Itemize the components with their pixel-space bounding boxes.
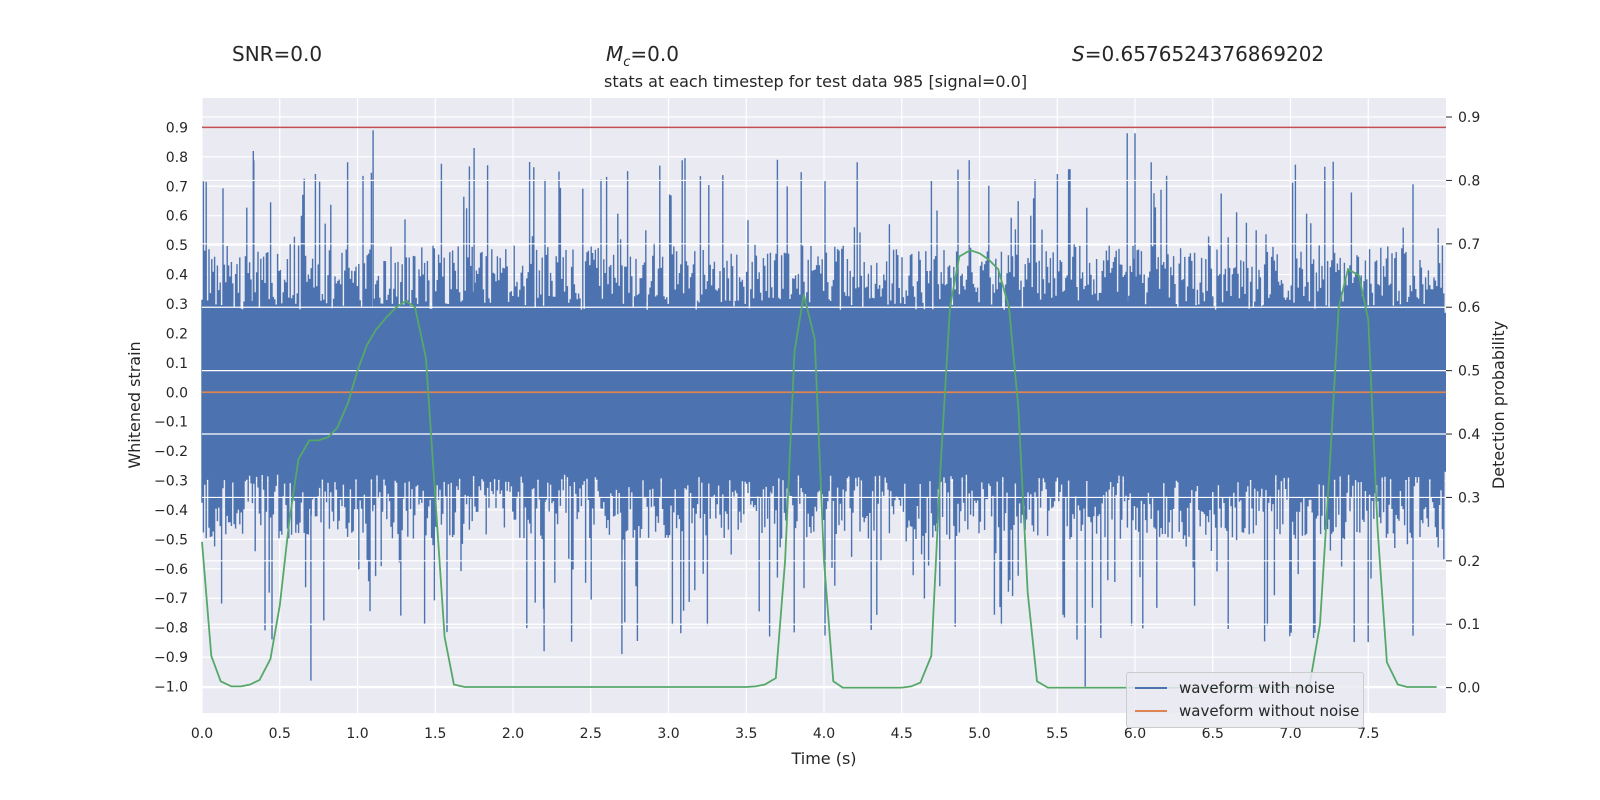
x-tick-label: 2.0 [502,726,524,742]
x-tick-label: 3.0 [657,726,679,742]
y-tick-label: 0.2 [166,326,188,342]
x-axis-label: Time (s) [790,749,856,768]
x-tick-label: 7.0 [1279,726,1301,742]
y-tick-label: −0.3 [154,474,188,490]
x-tick-label: 6.5 [1202,726,1224,742]
chirp-mass-value: =0.0 [630,42,679,66]
x-tick-label: 4.5 [891,726,913,742]
x-tick-label: 2.5 [580,726,602,742]
y-tick-label: −0.4 [154,503,188,519]
x-tick-label: 0.5 [269,726,291,742]
y-tick-label: 0.0 [166,385,188,401]
x-tick-label: 3.5 [735,726,757,742]
y-tick-label: −0.7 [154,591,188,607]
chart-title: stats at each timestep for test data 985… [604,72,1028,91]
y-tick-label: 0.9 [166,120,188,136]
x-tick-label: 5.0 [968,726,990,742]
legend: waveform with noise waveform without noi… [1126,672,1364,728]
y-tick-label: 0.4 [166,268,188,284]
y2-tick-label: 0.8 [1458,173,1480,189]
statistic-value: =0.6576524376869202 [1084,42,1325,66]
y-tick-label: 0.7 [166,179,188,195]
y-tick-label: 0.6 [166,209,188,225]
x-axis-ticks: 0.0 0.5 1.0 1.5 2.0 2.5 3.0 3.5 4.0 4.5 5.0 5.5 6.0 6… [191,726,1380,742]
y2-tick-label: 0.5 [1458,364,1480,380]
y2-tick-label: 0.3 [1458,490,1480,506]
x-tick-label: 1.0 [346,726,368,742]
y-tick-label: −0.6 [154,562,188,578]
y2-tick-label: 0.6 [1458,300,1480,316]
y2-tick-label: 0.0 [1458,681,1480,697]
y2-tick-label: 0.9 [1458,110,1480,126]
legend-label-clean: waveform without noise [1179,702,1360,720]
legend-item-noise: waveform with noise [1135,677,1335,699]
x-tick-label: 0.0 [191,726,213,742]
y2-tick-label: 0.2 [1458,554,1480,570]
snr-label: SNR=0.0 [232,42,323,66]
y-axis-label: Whitened strain [125,341,144,468]
x-tick-label: 5.5 [1046,726,1068,742]
y-tick-label: −0.8 [154,621,188,637]
y-tick-label: 0.1 [166,356,188,372]
y-tick-label: 0.3 [166,297,188,313]
y-tick-label: −1.0 [154,680,188,696]
statistic-label: S=0.6576524376869202 [1072,42,1324,66]
y2-tick-label: 0.7 [1458,237,1480,253]
x-tick-label: 6.0 [1124,726,1146,742]
y2-axis-ticks: 0.9 0.8 0.7 0.6 0.5 0.4 0.3 0.2 0.1 0.0 [1446,110,1480,697]
y-tick-label: 0.5 [166,238,188,254]
y-tick-label: −0.2 [154,444,188,460]
statistic-symbol: S [1072,42,1085,66]
y-tick-label: 0.8 [166,150,188,166]
chirp-mass-subscript: c [623,55,631,70]
legend-item-clean: waveform without noise [1135,700,1359,722]
y-tick-label: −0.5 [154,532,188,548]
y2-tick-label: 0.1 [1458,617,1480,633]
legend-swatch-clean [1135,710,1167,712]
y2-axis-label: Detection probability [1489,321,1508,489]
y-tick-label: −0.1 [154,415,188,431]
x-tick-label: 1.5 [424,726,446,742]
legend-label-noise: waveform with noise [1179,679,1335,697]
x-tick-label: 4.0 [813,726,835,742]
noise-sticks [201,130,1445,687]
x-tick-label: 7.5 [1357,726,1379,742]
y-axis-ticks: 0.9 0.8 0.7 0.6 0.5 0.4 0.3 0.2 0.1 0.0 −0.1 −0.2 −0… [154,120,188,695]
legend-swatch-noise [1135,687,1167,689]
chirp-mass-label: Mc=0.0 [606,42,679,70]
y-tick-label: −0.9 [154,650,188,666]
y2-tick-label: 0.4 [1458,427,1480,443]
chirp-mass-symbol: M [606,42,624,66]
